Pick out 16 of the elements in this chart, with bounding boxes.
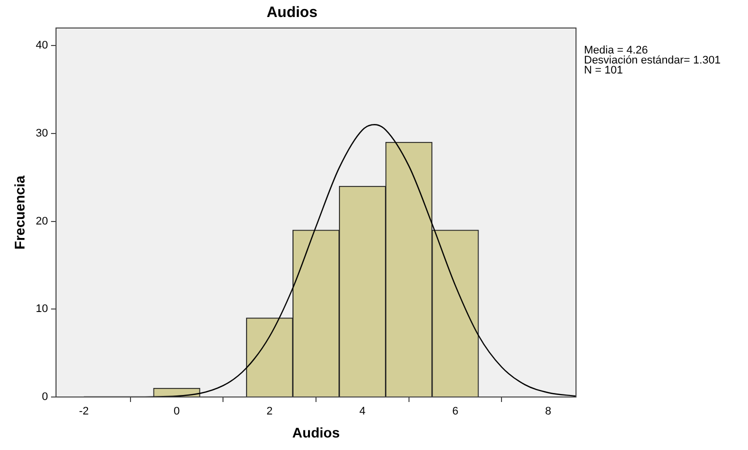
y-tick-label: 0 [42,391,48,404]
text: Desviación estándar= 1.301 [584,54,721,67]
x-tick-label: 0 [174,406,180,418]
x-tick-label: 4 [359,406,366,418]
y-tick-label: 10 [36,303,48,316]
y-tick-label: 30 [36,127,48,140]
text: N = 101 [584,64,623,77]
y-tick-label: 20 [36,215,48,228]
x-tick-label: -2 [79,406,89,418]
chart-title: Audios [266,4,318,22]
x-axis-title: Audios [292,424,340,440]
x-tick-label: 6 [452,406,458,418]
y-axis-title: Frecuencia [11,175,28,250]
y-tick-label: 40 [36,40,48,52]
x-tick-label: 2 [266,406,273,418]
x-tick-label: 8 [545,406,552,418]
